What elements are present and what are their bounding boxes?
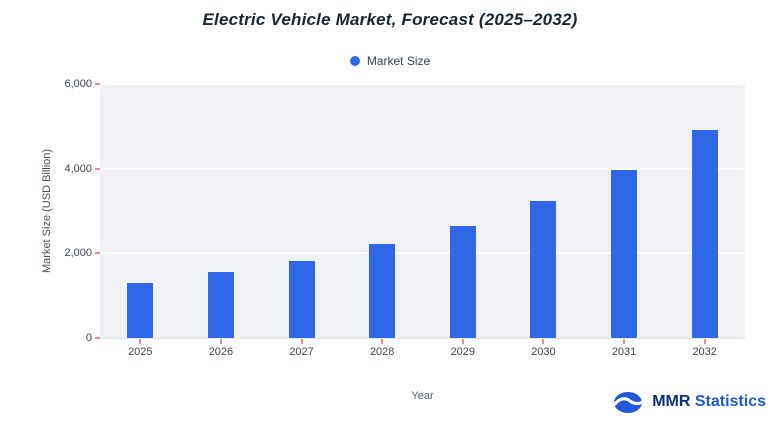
bar-2031[interactable] <box>611 169 638 338</box>
bar-2027[interactable] <box>288 260 315 338</box>
x-axis-title: Year <box>411 390 434 402</box>
plot-area <box>100 84 745 339</box>
bar-slot <box>261 84 342 338</box>
bar-2026[interactable] <box>207 272 234 338</box>
legend-label: Market Size <box>366 54 431 68</box>
bar-2028[interactable] <box>369 244 396 338</box>
brand-logo: MMR Statistics <box>613 390 766 414</box>
bar-2029[interactable] <box>449 225 476 338</box>
x-tick-label-2027: 2027 <box>261 346 342 358</box>
brand-name-statistics: Statistics <box>694 393 766 410</box>
bar-2025[interactable] <box>127 282 154 338</box>
brand-name-mmr: MMR <box>652 393 691 410</box>
bars <box>100 84 745 338</box>
bar-slot <box>503 84 584 338</box>
x-axis-labels: 2025 2026 2027 2028 2029 2030 2031 2032 <box>100 346 745 358</box>
x-tick-label-2031: 2031 <box>584 346 665 358</box>
y-tick-label: 0 <box>85 332 92 344</box>
y-tick-label: 2,000 <box>64 247 92 260</box>
legend-item-market-size[interactable]: Market Size <box>0 54 780 68</box>
bar-2032[interactable] <box>691 129 718 338</box>
bar-slot <box>584 84 665 338</box>
bar-slot <box>100 84 181 338</box>
y-tick-label: 4,000 <box>64 162 92 175</box>
bar-slot <box>181 84 262 338</box>
bar-slot <box>423 84 504 338</box>
y-tick-label: 6,000 <box>64 78 92 90</box>
gridline <box>100 252 745 255</box>
x-tick-label-2028: 2028 <box>342 346 423 358</box>
x-tick-label-2026: 2026 <box>181 346 262 358</box>
gridline <box>100 167 745 170</box>
x-tick-label-2030: 2030 <box>503 346 584 358</box>
y-axis-labels: 0 2,000 4,000 6,000 <box>0 78 92 344</box>
x-tick-label-2032: 2032 <box>664 346 745 358</box>
bar-slot <box>664 84 745 338</box>
legend-marker-icon <box>349 56 360 66</box>
gridline <box>100 84 745 85</box>
brand-swoosh-icon <box>613 392 648 413</box>
bar-slot <box>342 84 423 338</box>
x-tick-label-2029: 2029 <box>423 346 504 358</box>
bar-2030[interactable] <box>530 201 557 338</box>
x-tick-label-2025: 2025 <box>100 346 181 358</box>
chart-title: Electric Vehicle Market, Forecast (2025–… <box>202 10 578 29</box>
brand-name: MMR Statistics <box>652 393 766 411</box>
